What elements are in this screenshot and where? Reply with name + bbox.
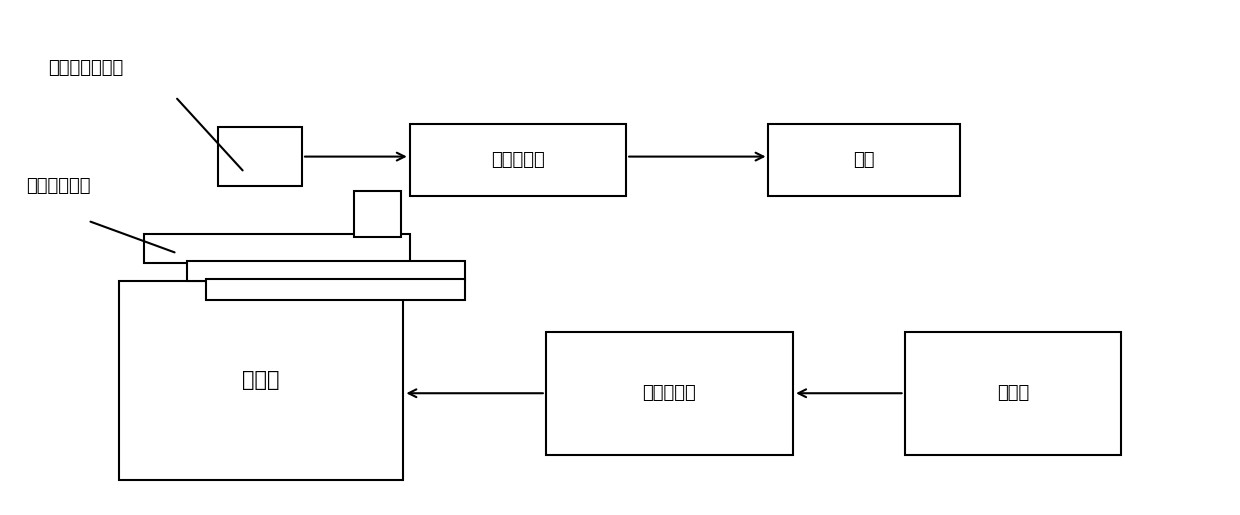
Bar (119, 281, 403, 480)
Bar (353, 191, 401, 237)
Bar (546, 332, 794, 455)
Text: 控制仪: 控制仪 (997, 384, 1029, 402)
Bar (218, 127, 303, 186)
Bar (144, 234, 409, 263)
Text: 某汽轮机叶片: 某汽轮机叶片 (26, 177, 91, 195)
Text: 激光位移传感器: 激光位移传感器 (48, 59, 124, 77)
Bar (206, 279, 465, 300)
Bar (187, 261, 465, 281)
Text: 振动台: 振动台 (243, 370, 280, 390)
Bar (769, 124, 960, 196)
Bar (904, 332, 1121, 455)
Bar (409, 124, 626, 196)
Text: 信号放大器: 信号放大器 (491, 151, 544, 169)
Text: 功率放大器: 功率放大器 (642, 384, 697, 402)
Text: 显示: 显示 (853, 151, 875, 169)
